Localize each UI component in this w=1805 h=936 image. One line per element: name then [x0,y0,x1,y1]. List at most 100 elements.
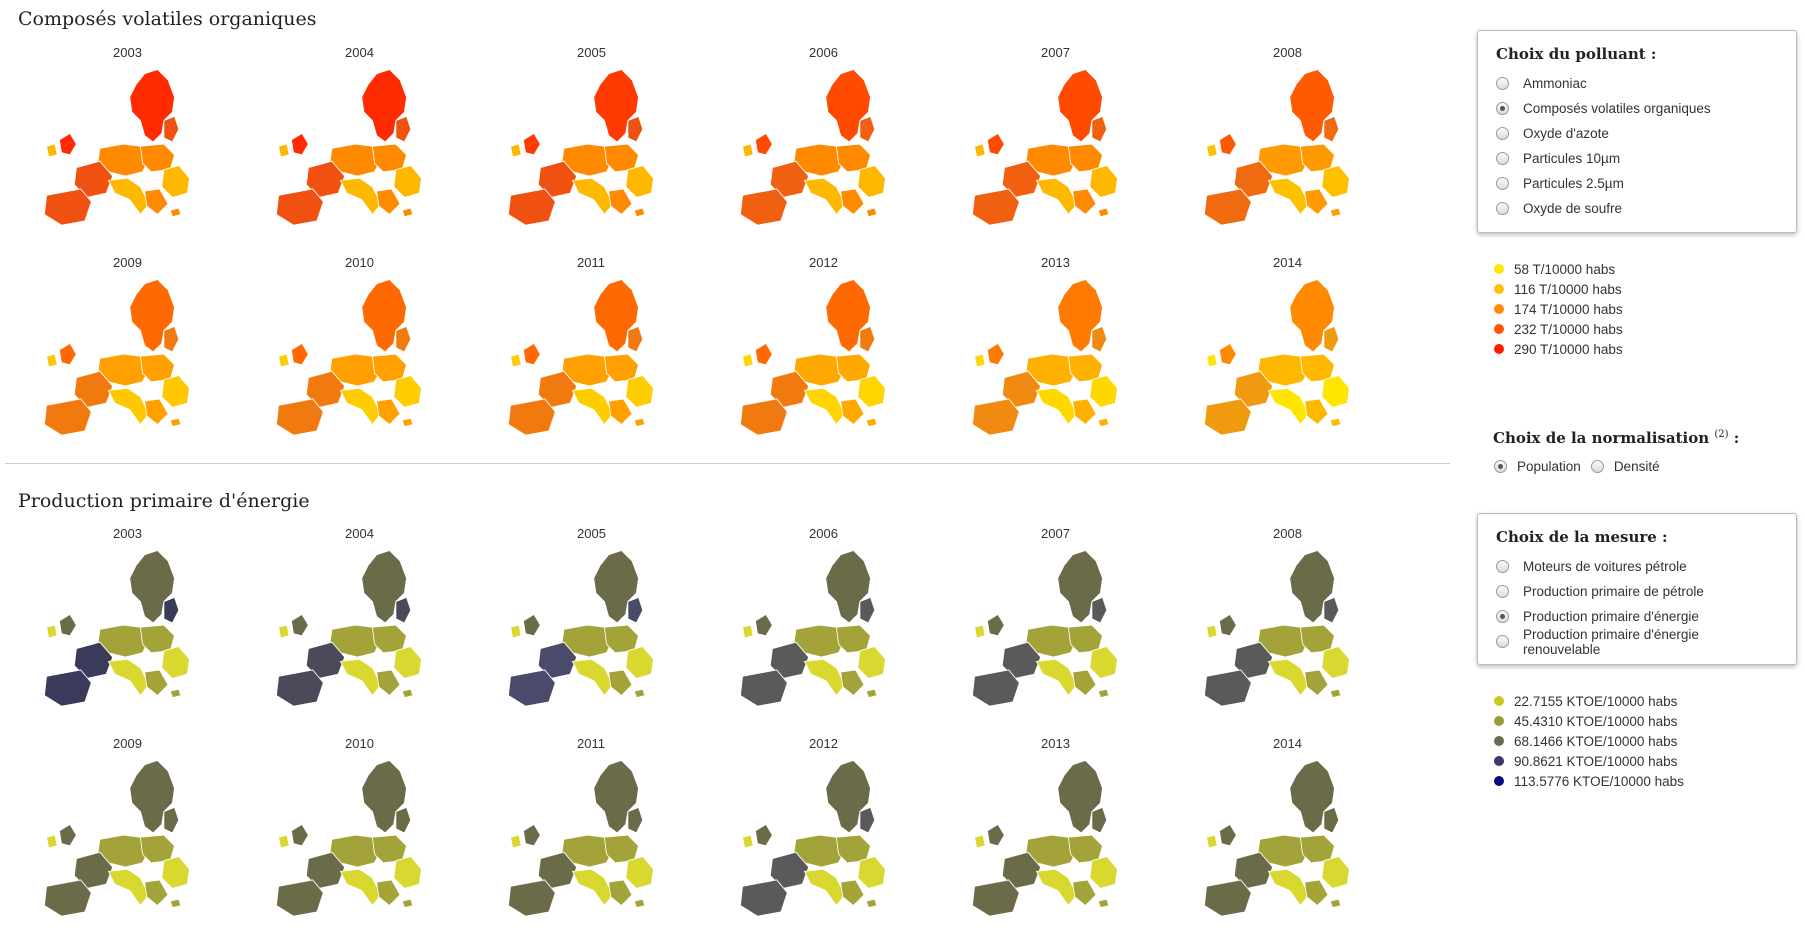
iberia-region[interactable] [1203,188,1252,226]
europe-map[interactable] [734,273,894,448]
europe-map[interactable] [270,63,430,238]
island-south-region[interactable] [633,898,646,909]
europe-map[interactable] [502,754,662,929]
islands-region[interactable] [290,613,309,637]
baltic-region[interactable] [859,115,876,143]
balkan-region[interactable] [1072,669,1097,697]
balkan-region[interactable] [376,188,401,216]
island-south-region[interactable] [1097,207,1110,218]
europe-map[interactable] [966,754,1126,929]
baltic-region[interactable] [163,115,180,143]
south-central-region[interactable] [803,387,846,426]
nordic-region[interactable] [1289,278,1335,353]
iberia-region[interactable] [971,188,1020,226]
balkan-region[interactable] [1304,669,1329,697]
islands-region[interactable] [1218,823,1237,847]
south-central-region[interactable] [107,658,150,697]
ireland-region[interactable] [510,624,522,639]
islands-region[interactable] [986,132,1005,156]
iberia-region[interactable] [739,398,788,436]
iberia-region[interactable] [1203,398,1252,436]
ireland-region[interactable] [974,834,986,849]
ireland-region[interactable] [1206,624,1218,639]
ireland-region[interactable] [278,834,290,849]
balkan-region[interactable] [840,398,865,426]
west-region[interactable] [769,851,810,889]
west-region[interactable] [305,641,346,679]
baltic-region[interactable] [163,325,180,353]
islands-region[interactable] [754,132,773,156]
islands-region[interactable] [1218,132,1237,156]
island-south-region[interactable] [1097,688,1110,699]
islands-region[interactable] [58,342,77,366]
islands-region[interactable] [1218,342,1237,366]
europe-map[interactable] [1198,273,1358,448]
nordic-region[interactable] [1057,68,1103,143]
islands-region[interactable] [290,342,309,366]
baltic-region[interactable] [395,115,412,143]
ireland-region[interactable] [46,353,58,368]
ireland-region[interactable] [278,143,290,158]
southeast-region[interactable] [857,645,886,679]
europe-map[interactable] [270,273,430,448]
south-central-region[interactable] [1267,177,1310,216]
west-region[interactable] [73,160,114,198]
ireland-region[interactable] [974,624,986,639]
baltic-region[interactable] [163,806,180,834]
south-central-region[interactable] [107,387,150,426]
south-central-region[interactable] [571,387,614,426]
west-region[interactable] [73,641,114,679]
ireland-region[interactable] [1206,353,1218,368]
islands-region[interactable] [522,132,541,156]
islands-region[interactable] [754,823,773,847]
balkan-region[interactable] [144,398,169,426]
island-south-region[interactable] [865,207,878,218]
pollutant-option[interactable]: Composés volatiles organiques [1496,96,1778,121]
southeast-region[interactable] [625,855,654,889]
europe-map[interactable] [734,63,894,238]
southeast-region[interactable] [625,645,654,679]
europe-map[interactable] [966,63,1126,238]
baltic-region[interactable] [859,325,876,353]
iberia-region[interactable] [43,879,92,917]
island-south-region[interactable] [1097,417,1110,428]
south-central-region[interactable] [1035,868,1078,907]
islands-region[interactable] [290,132,309,156]
pollutant-option[interactable]: Ammoniac [1496,71,1778,96]
south-central-region[interactable] [107,177,150,216]
island-south-region[interactable] [1329,207,1342,218]
southeast-region[interactable] [161,164,190,198]
pollutant-option[interactable]: Oxyde de soufre [1496,196,1778,221]
island-south-region[interactable] [865,688,878,699]
nordic-region[interactable] [129,68,175,143]
balkan-region[interactable] [376,669,401,697]
island-south-region[interactable] [865,417,878,428]
southeast-region[interactable] [161,855,190,889]
nordic-region[interactable] [825,278,871,353]
radio-unchecked[interactable] [1496,635,1509,648]
europe-map[interactable] [270,754,430,929]
island-south-region[interactable] [633,417,646,428]
balkan-region[interactable] [1072,188,1097,216]
ireland-region[interactable] [742,353,754,368]
europe-map[interactable] [1198,754,1358,929]
iberia-region[interactable] [43,398,92,436]
ireland-region[interactable] [510,353,522,368]
radio-unchecked[interactable] [1496,152,1509,165]
south-central-region[interactable] [1267,387,1310,426]
ireland-region[interactable] [46,624,58,639]
west-region[interactable] [1233,160,1274,198]
ireland-region[interactable] [1206,834,1218,849]
europe-map[interactable] [38,273,198,448]
europe-map[interactable] [734,754,894,929]
south-central-region[interactable] [803,177,846,216]
west-region[interactable] [769,160,810,198]
islands-region[interactable] [754,613,773,637]
island-south-region[interactable] [1329,898,1342,909]
iberia-region[interactable] [507,879,556,917]
south-central-region[interactable] [339,387,382,426]
nordic-region[interactable] [361,759,407,834]
baltic-region[interactable] [163,596,180,624]
balkan-region[interactable] [840,879,865,907]
south-central-region[interactable] [571,868,614,907]
